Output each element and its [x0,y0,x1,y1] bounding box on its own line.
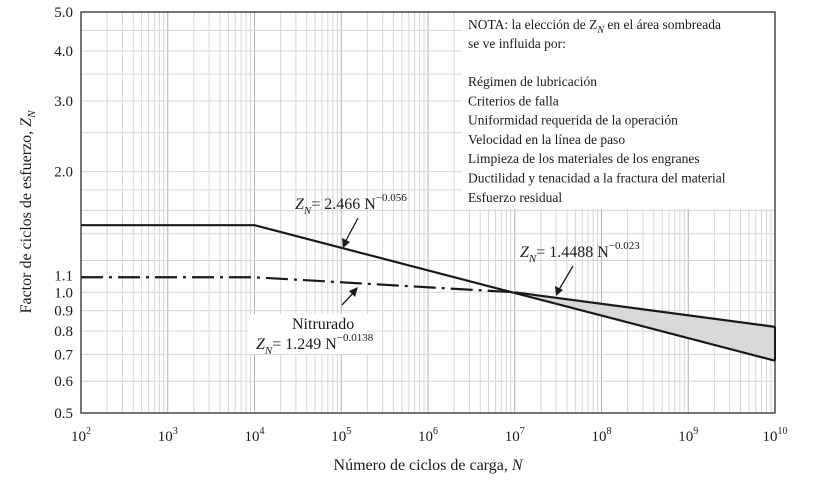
x-tick-label: 104 [245,426,265,445]
equation-lower: ZN= 1.4488 N−0.023 [520,240,640,265]
note-item: Ductilidad y tenacidad a la fractura del… [468,171,726,186]
note-item: Régimen de lubricación [468,74,597,89]
equation-upper: ZN= 2.466 N−0.056 [295,192,407,217]
note-item: Uniformidad requerida de la operación [468,113,678,128]
y-tick-labels: 0.5 0.6 0.7 0.8 0.9 1.01.1 2.0 3.0 4.0 5.0 [54,5,73,422]
arrowhead-lower [555,286,563,296]
annotations: ZN= 2.466 N−0.056 ZN= 1.4488 N−0.023 Nitru… [248,192,640,357]
y-tick-label: 0.6 [54,374,73,390]
plot-frame [80,11,776,414]
y-tick-label: 0.9 [54,304,73,320]
y-tick-label: 1.1 [54,269,73,285]
x-tick-label: 1010 [763,426,788,445]
equation-nitrided: ZN= 1.249 N−0.0138 [256,332,374,357]
y-tick-label: 1.0 [54,285,73,301]
y-tick-label: 5.0 [54,5,73,21]
note-background [462,13,774,209]
note-item: Velocidad en la línea de paso [468,132,625,147]
series-line-1 [81,224,776,362]
axis-titles: Número de ciclos de carga, N Factor de ci… [18,110,524,474]
note-title: NOTA: la elección de ZN en el área sombr… [468,17,721,36]
series-line-2 [81,276,515,294]
y-axis-title: Factor de ciclos de esfuerzo, ZN [18,110,38,314]
note-subtitle: se ve influida por: [468,36,566,51]
note-item: Esfuerzo residual [468,190,562,205]
y-tick-label: 3.0 [54,94,73,110]
x-tick-label: 107 [505,426,525,445]
x-tick-label: 106 [418,426,438,445]
y-tick-label: 2.0 [54,165,73,181]
y-tick-label: 0.8 [54,324,73,340]
note-item: Criterios de falla [468,93,559,108]
y-tick-label: 4.0 [54,44,73,60]
note-item: Limpieza de los materiales de los engran… [468,151,700,166]
arrowhead-nitrided [349,287,358,297]
x-tick-labels: 102 103 104 105 106 107 108 109 1010 [71,426,788,445]
x-tick-label: 102 [71,426,91,445]
x-tick-label: 109 [678,426,698,445]
y-tick-label: 0.5 [54,406,73,422]
x-tick-label: 105 [331,426,351,445]
nitrided-label: Nitrurado [292,316,354,333]
nitrided-label-background [248,314,368,354]
x-tick-label: 103 [158,426,178,445]
y-tick-label: 0.7 [54,347,73,363]
arrowhead-upper [342,238,350,248]
note-box: NOTA: la elección de ZN en el área sombr… [462,13,774,209]
x-axis-title: Número de ciclos de carga, N [334,457,524,474]
series-line-3 [514,291,776,328]
x-tick-label: 108 [592,426,612,445]
